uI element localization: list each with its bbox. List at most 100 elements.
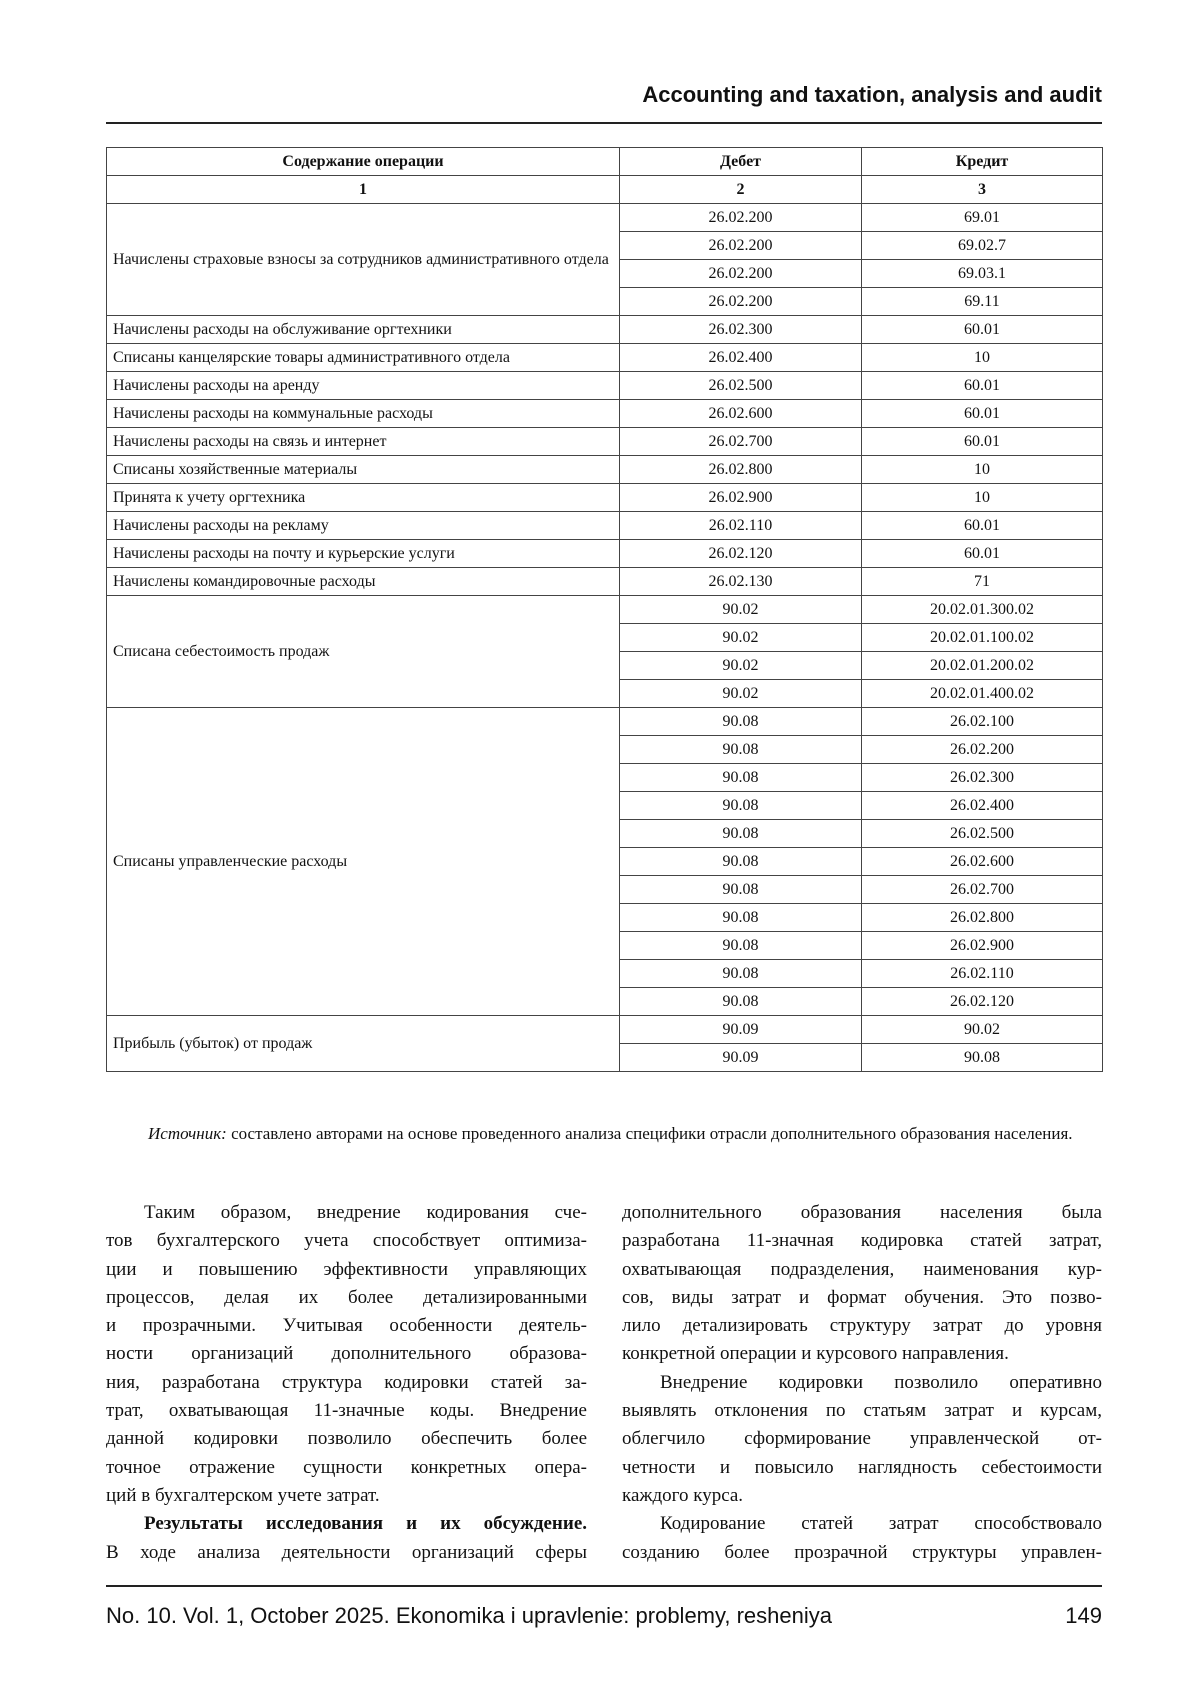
debit-cell: 90.08 xyxy=(619,987,862,1016)
table-row: 26.02.200 69.03.1 xyxy=(107,259,1103,288)
debit-cell: 90.08 xyxy=(619,903,862,932)
operation-cell: Начислены расходы на обслуживание оргтех… xyxy=(106,315,620,344)
credit-cell: 60.01 xyxy=(861,427,1103,456)
paragraph: Таким образом, внедрение кодирования сче… xyxy=(106,1199,587,1510)
text-line: облегчило сформирование управленческой о… xyxy=(622,1428,1102,1450)
table-row: 90.08 26.02.300 xyxy=(107,763,1103,792)
text-line: каждого курса. xyxy=(622,1484,744,1506)
credit-cell: 20.02.01.200.02 xyxy=(861,651,1103,680)
credit-cell: 60.01 xyxy=(861,315,1103,344)
debit-cell: 26.02.110 xyxy=(619,511,862,540)
text-line: В ходе анализа деятельности организаций … xyxy=(106,1541,587,1563)
source-text: составлено авторами на основе проведенно… xyxy=(231,1124,1073,1143)
footer: No. 10. Vol. 1, October 2025. Ekonomika … xyxy=(106,1603,1102,1629)
credit-cell: 60.01 xyxy=(861,511,1103,540)
text-line: трат, охватывающая 11-значные коды. Внед… xyxy=(106,1400,587,1422)
credit-cell: 20.02.01.300.02 xyxy=(861,595,1103,624)
right-column: дополнительного образования населения бы… xyxy=(622,1199,1102,1567)
text-line: ций в бухгалтерском учете затрат. xyxy=(106,1484,380,1506)
text-line: Кодирование статей затрат способствовало xyxy=(660,1513,1102,1535)
section-heading: Результаты исследования и их обсуждение. xyxy=(144,1513,587,1535)
operation-cell: Списаны хозяйственные материалы xyxy=(106,455,620,484)
column-header: Кредит xyxy=(861,147,1103,176)
debit-cell: 90.09 xyxy=(619,1015,862,1044)
column-header: Содержание операции xyxy=(106,147,620,176)
table-row: 90.08 26.02.600 xyxy=(107,847,1103,876)
text-line: созданию более прозрачной структуры упра… xyxy=(622,1541,1102,1563)
debit-cell: 90.08 xyxy=(619,707,862,736)
credit-cell: 60.01 xyxy=(861,539,1103,568)
debit-cell: 90.09 xyxy=(619,1043,862,1072)
credit-cell: 71 xyxy=(861,567,1103,596)
debit-cell: 26.02.600 xyxy=(619,399,862,428)
operation-cell: Прибыль (убыток) от продаж xyxy=(106,1015,620,1072)
text-line: ности организаций дополнительного образо… xyxy=(106,1343,587,1365)
credit-cell: 26.02.500 xyxy=(861,819,1103,848)
credit-cell: 90.08 xyxy=(861,1043,1103,1072)
debit-cell: 26.02.130 xyxy=(619,567,862,596)
credit-cell: 26.02.900 xyxy=(861,931,1103,960)
text-line: и прозрачными. Учитывая особенности деят… xyxy=(106,1315,587,1337)
debit-cell: 26.02.200 xyxy=(619,203,862,232)
text-line: четности и повысило наглядность себестои… xyxy=(622,1456,1102,1478)
credit-cell: 26.02.200 xyxy=(861,735,1103,764)
credit-cell: 26.02.300 xyxy=(861,763,1103,792)
source-label: Источник: xyxy=(148,1124,227,1143)
operation-cell: Начислены командировочные расходы xyxy=(106,567,620,596)
credit-cell: 69.03.1 xyxy=(861,259,1103,288)
operation-cell: Начислены расходы на аренду xyxy=(106,371,620,400)
text-line: сов, виды затрат и формат обучения. Это … xyxy=(622,1286,1102,1308)
table-row: Начислены расходы на связь и интернет 26.… xyxy=(106,427,1103,456)
credit-cell: 26.02.800 xyxy=(861,903,1103,932)
debit-cell: 90.08 xyxy=(619,959,862,988)
table-row: 90.08 26.02.400 xyxy=(107,791,1103,820)
table-row: 90.08 26.02.110 xyxy=(107,959,1103,988)
debit-cell: 90.08 xyxy=(619,847,862,876)
footer-citation: No. 10. Vol. 1, October 2025. Ekonomika … xyxy=(106,1603,832,1628)
debit-cell: 26.02.200 xyxy=(619,287,862,316)
text-line: Внедрение кодировки позволило оперативно xyxy=(660,1371,1102,1393)
header-rule xyxy=(106,122,1102,124)
table-row: 90.08 26.02.700 xyxy=(107,875,1103,904)
debit-cell: 90.02 xyxy=(619,679,862,708)
page-number: 149 xyxy=(1065,1603,1102,1628)
header-row: Содержание операции Дебет Кредит xyxy=(106,147,1103,176)
text-line: лило детализировать структуру затрат до … xyxy=(622,1315,1102,1337)
debit-cell: 90.02 xyxy=(619,595,862,624)
credit-cell: 26.02.120 xyxy=(861,987,1103,1016)
operation-cell: Списаны канцелярские товары администрати… xyxy=(106,343,620,372)
operation-cell: Начислены расходы на коммунальные расход… xyxy=(106,399,620,428)
text-line: процессов, делая их более детализированн… xyxy=(106,1286,587,1308)
credit-cell: 60.01 xyxy=(861,371,1103,400)
text-line: разработана 11-значная кодировка статей … xyxy=(622,1230,1102,1252)
table-row: Начислены расходы на коммунальные расход… xyxy=(106,399,1103,428)
debit-cell: 26.02.700 xyxy=(619,427,862,456)
table-row: Списаны канцелярские товары администрати… xyxy=(106,343,1103,372)
footer-rule xyxy=(106,1585,1102,1587)
table-row: 90.02 20.02.01.200.02 xyxy=(107,651,1103,680)
operation-cell: Принята к учету оргтехника xyxy=(106,483,620,512)
debit-cell: 26.02.800 xyxy=(619,455,862,484)
paragraph: дополнительного образования населения бы… xyxy=(622,1199,1102,1369)
paragraph: Кодирование статей затрат способствовало… xyxy=(622,1510,1102,1567)
text-line: ции и повышению эффективности управляющи… xyxy=(106,1258,587,1280)
running-header: Accounting and taxation, analysis and au… xyxy=(642,82,1102,107)
credit-cell: 26.02.400 xyxy=(861,791,1103,820)
credit-cell: 10 xyxy=(861,455,1103,484)
source-note: Источник: составлено авторами на основе … xyxy=(106,1121,1102,1146)
text-line: ния, разработана структура кодировки ста… xyxy=(106,1371,587,1393)
text-line: конкретной операции и курсового направле… xyxy=(622,1343,1009,1365)
table-row: 90.02 20.02.01.400.02 xyxy=(107,679,1103,708)
text-line: точное отражение сущности конкретных опе… xyxy=(106,1456,587,1478)
debit-cell: 90.08 xyxy=(619,875,862,904)
debit-cell: 90.08 xyxy=(619,735,862,764)
text-line: тов бухгалтерского учета способствует оп… xyxy=(106,1230,587,1252)
credit-cell: 69.01 xyxy=(861,203,1103,232)
table-row: 26.02.200 69.02.7 xyxy=(107,231,1103,260)
table-row: 90.08 26.02.120 xyxy=(107,987,1103,1016)
debit-cell: 26.02.900 xyxy=(619,483,862,512)
credit-cell: 26.02.110 xyxy=(861,959,1103,988)
table-row: 90.08 26.02.900 xyxy=(107,931,1103,960)
